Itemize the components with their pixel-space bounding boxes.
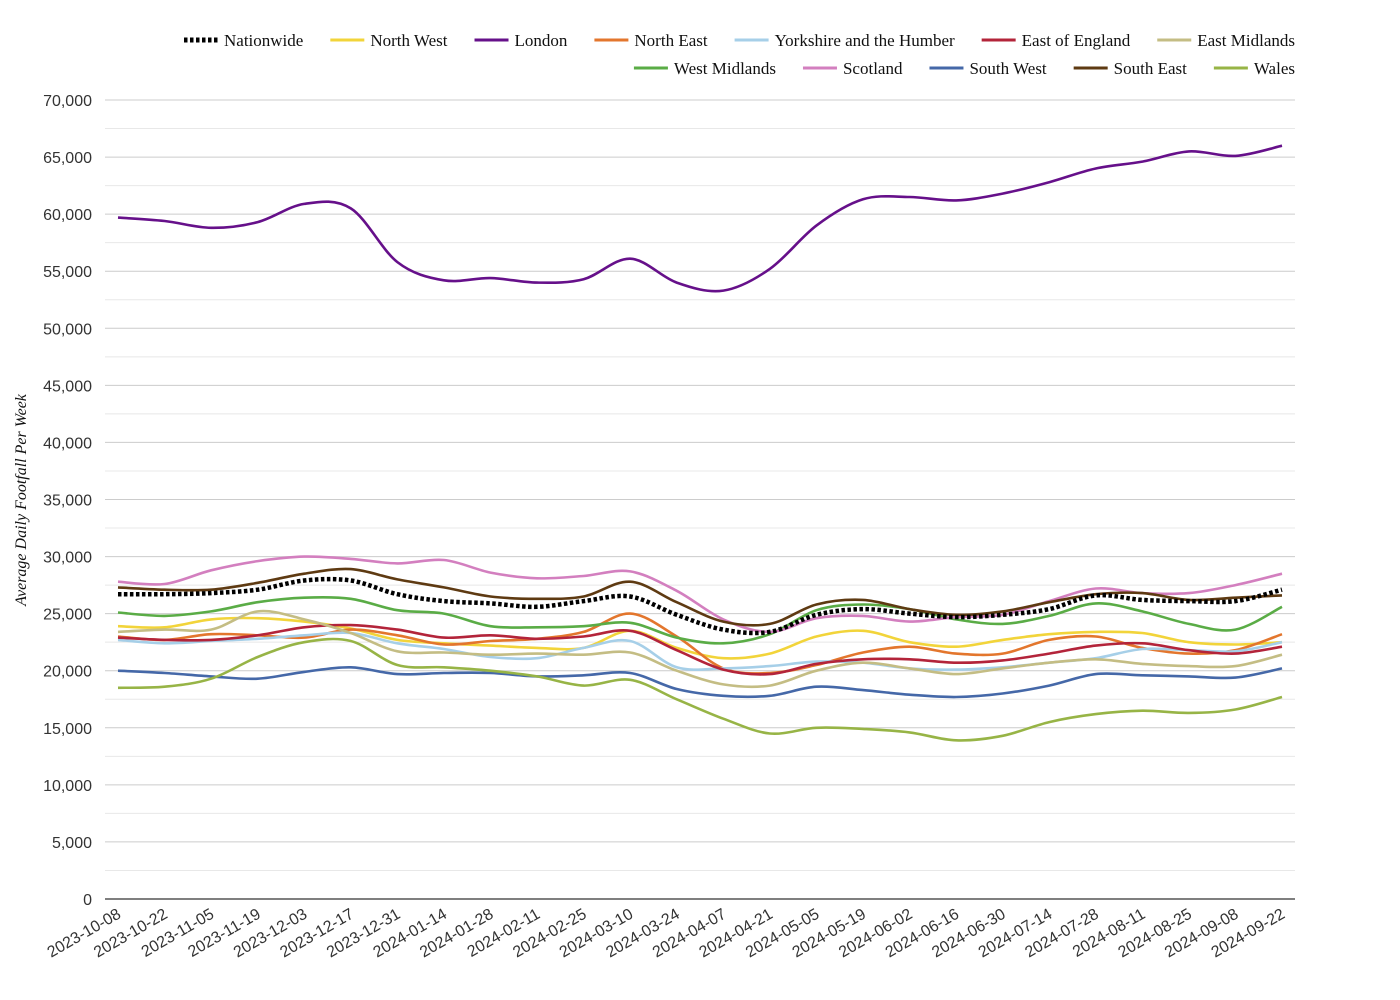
y-tick-label: 45,000 [43, 378, 92, 395]
series-line-scotland [117, 555, 1283, 634]
y-tick-label: 20,000 [43, 664, 92, 681]
y-tick-label: 5,000 [52, 835, 92, 852]
series-line-london [117, 144, 1283, 293]
y-tick-label: 65,000 [43, 150, 92, 167]
y-tick-label: 30,000 [43, 550, 92, 567]
y-tick-label: 60,000 [43, 207, 92, 224]
series-line-east-of-england [117, 623, 1283, 676]
y-tick-label: 70,000 [43, 93, 92, 110]
gridlines [105, 99, 1295, 871]
legend-label-nationwide: Nationwide [224, 31, 303, 50]
legend-label-east-midlands: East Midlands [1197, 31, 1295, 50]
legend-label-north-east: North East [634, 31, 707, 50]
series-line-wales [117, 637, 1283, 742]
y-tick-label: 35,000 [43, 493, 92, 510]
axes: 0 5,000 10,000 15,000 20,000 25,000 30,000 35,0… [43, 93, 1295, 961]
legend-label-yorkshire-and-the-humber: Yorkshire and the Humber [775, 31, 955, 50]
series-lines [117, 144, 1283, 742]
y-tick-label: 15,000 [43, 721, 92, 738]
legend: Nationwide North West London North East York… [184, 31, 1295, 78]
y-tick-label: 55,000 [43, 264, 92, 281]
legend-label-wales: Wales [1254, 59, 1295, 78]
y-tick-label: 0 [83, 892, 92, 909]
legend-label-london: London [515, 31, 568, 50]
y-tick-label: 50,000 [43, 321, 92, 338]
legend-label-scotland: Scotland [843, 59, 903, 78]
series-line-south-west [117, 665, 1283, 699]
legend-label-east-of-england: East of England [1022, 31, 1131, 50]
legend-label-south-east: South East [1114, 59, 1187, 78]
y-axis-label: Average Daily Footfall Per Week [13, 393, 30, 607]
y-tick-label: 25,000 [43, 607, 92, 624]
y-tick-label: 40,000 [43, 435, 92, 452]
series-line-east-midlands [117, 609, 1283, 689]
y-tick-label: 10,000 [43, 778, 92, 795]
legend-label-west-midlands: West Midlands [674, 59, 776, 78]
series-line-north-east [117, 612, 1283, 675]
series-line-west-midlands [117, 595, 1283, 645]
legend-label-north-west: North West [370, 31, 447, 50]
series-line-nationwide [117, 576, 1283, 636]
legend-label-south-west: South West [969, 59, 1046, 78]
